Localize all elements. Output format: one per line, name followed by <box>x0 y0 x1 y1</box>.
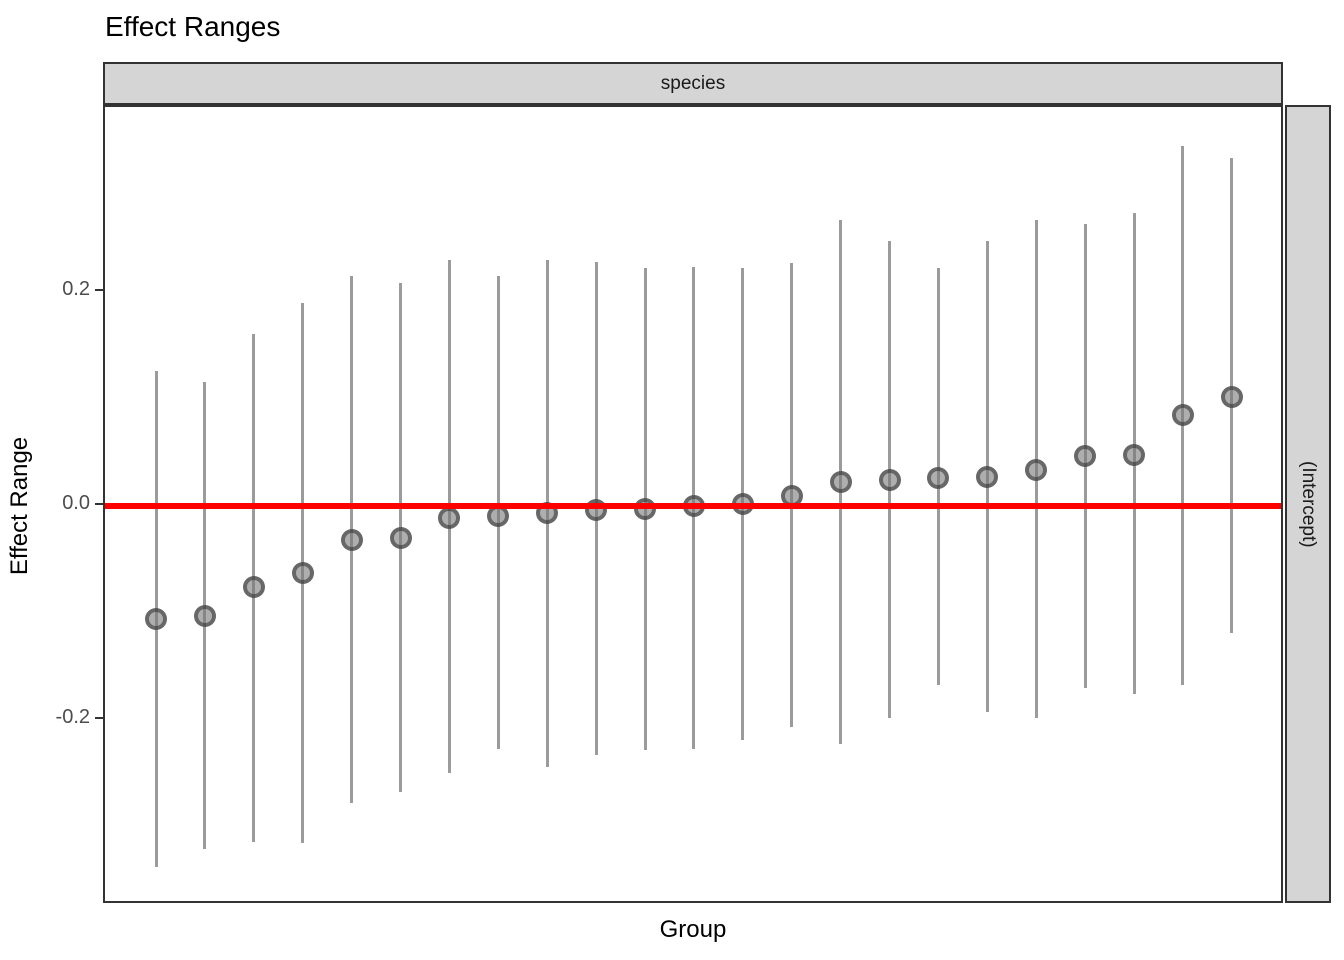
point-marker <box>878 469 901 492</box>
y-tick-mark <box>95 503 103 505</box>
point-marker <box>829 471 852 494</box>
y-tick-label: 0.2 <box>62 278 90 300</box>
point-marker <box>1171 404 1194 427</box>
y-tick-mark <box>95 717 103 719</box>
chart-title: Effect Ranges <box>105 11 281 42</box>
facet-strip-label: species <box>660 72 726 94</box>
point-marker <box>634 498 656 521</box>
point-marker <box>145 608 167 631</box>
right-facet-strip: (Intercept) <box>1285 105 1331 903</box>
point-marker <box>1074 444 1097 467</box>
y-tick-label: 0.0 <box>62 492 90 514</box>
point-marker <box>927 467 950 490</box>
y-tick-label: -0.2 <box>55 706 90 728</box>
plot-panel <box>103 105 1283 903</box>
point-marker <box>193 605 216 628</box>
point-marker <box>1123 443 1145 466</box>
point-marker <box>438 506 461 529</box>
point-marker <box>340 529 363 552</box>
right-facet-strip-label: (Intercept) <box>1298 460 1319 548</box>
point-marker <box>242 576 265 599</box>
y-axis-title: Effect Range <box>6 436 33 576</box>
point-marker <box>976 466 999 489</box>
zero-reference-line <box>105 503 1281 509</box>
point-marker <box>1220 385 1243 408</box>
point-marker <box>389 527 412 550</box>
point-marker <box>291 562 314 585</box>
y-tick-mark <box>95 289 103 291</box>
x-axis-title: Group <box>659 916 727 943</box>
point-marker <box>1025 458 1048 481</box>
facet-strip: species <box>103 62 1283 105</box>
